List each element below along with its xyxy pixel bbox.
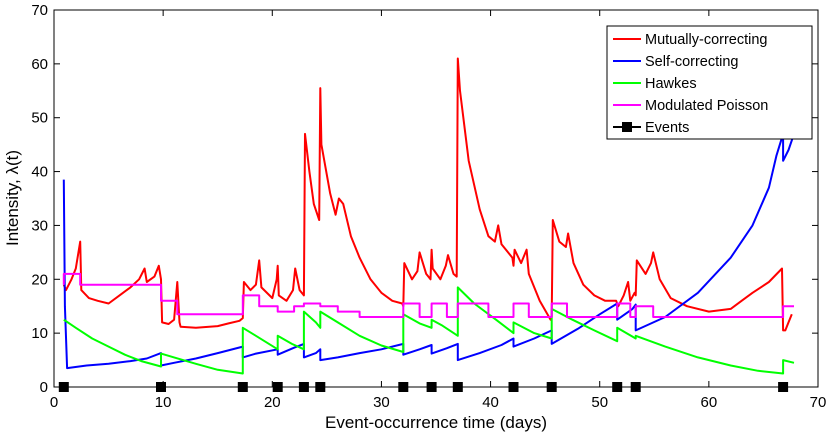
legend-box [606,25,813,140]
axis-ticks: 0 10 20 30 40 50 60 70 0 10 20 30 40 50 60 70 [31,2,826,411]
y-tick-label: 40 [31,164,48,181]
legend-label-mutually-correcting: Mutually-correcting [645,32,768,48]
x-tick-label: 40 [482,394,499,411]
y-tick-label: 30 [31,217,48,234]
series-lines [62,57,795,375]
y-tick-label: 50 [31,110,48,127]
x-tick-label: 70 [810,394,827,411]
x-tick-label: 10 [155,394,172,411]
series-line-modulated-poisson [62,272,794,318]
y-tick-label: 10 [31,325,48,342]
y-tick-label: 20 [31,271,48,288]
x-axis-label: Event-occurrence time (days) [325,413,547,432]
x-tick-label: 20 [264,394,281,411]
y-axis-label: Intensity, λ(t) [3,150,22,246]
legend-label-self-correcting: Self-correcting [645,54,738,70]
legend: Mutually-correcting Self-correcting Hawkes… [606,25,813,140]
y-tick-label: 0 [40,379,48,396]
plot-frame [53,9,819,388]
x-tick-label: 60 [701,394,718,411]
x-tick-label: 50 [591,394,608,411]
y-tick-label: 60 [31,56,48,73]
x-tick-label: 0 [50,394,58,411]
legend-label-modulated-poisson: Modulated Poisson [645,98,768,114]
series-line-mutually-correcting [62,57,793,332]
legend-event-marker [622,122,632,132]
legend-label-hawkes: Hawkes [645,76,697,92]
y-tick-label: 70 [31,2,48,19]
x-tick-label: 30 [373,394,390,411]
legend-label-events: Events [645,120,689,136]
